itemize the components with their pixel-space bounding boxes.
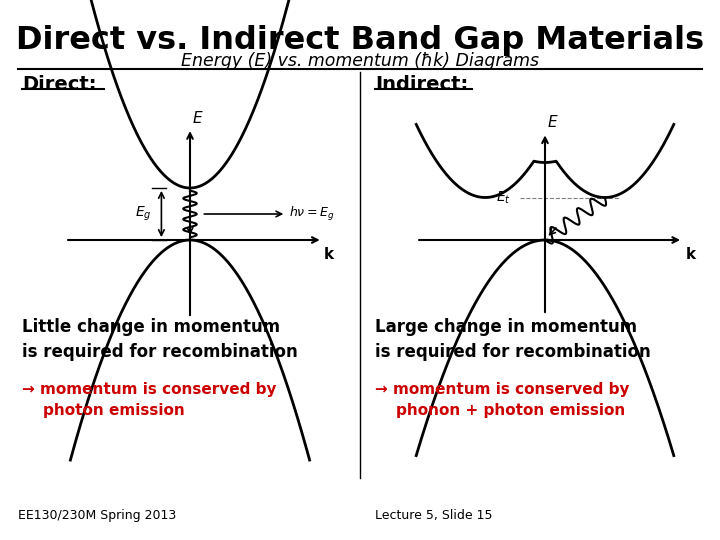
Text: $h\nu = E_g$: $h\nu = E_g$ (289, 205, 334, 223)
Text: Little change in momentum
is required for recombination: Little change in momentum is required fo… (22, 318, 298, 361)
Text: Indirect:: Indirect: (375, 75, 468, 94)
Text: k: k (324, 247, 334, 262)
Text: Direct:: Direct: (22, 75, 96, 94)
Text: $E_t$: $E_t$ (495, 190, 510, 206)
Text: $E_g$: $E_g$ (135, 205, 151, 223)
Text: → momentum is conserved by
    phonon + photon emission: → momentum is conserved by phonon + phot… (375, 382, 629, 418)
Text: EE130/230M Spring 2013: EE130/230M Spring 2013 (18, 509, 176, 522)
Text: E: E (193, 111, 202, 126)
Text: Direct vs. Indirect Band Gap Materials: Direct vs. Indirect Band Gap Materials (16, 25, 704, 56)
Text: Energy (E) vs. momentum (ħk) Diagrams: Energy (E) vs. momentum (ħk) Diagrams (181, 52, 539, 70)
Text: E: E (548, 115, 557, 130)
Text: → momentum is conserved by
    photon emission: → momentum is conserved by photon emissi… (22, 382, 276, 418)
Text: k: k (685, 247, 696, 262)
Text: Large change in momentum
is required for recombination: Large change in momentum is required for… (375, 318, 651, 361)
Text: Lecture 5, Slide 15: Lecture 5, Slide 15 (375, 509, 492, 522)
